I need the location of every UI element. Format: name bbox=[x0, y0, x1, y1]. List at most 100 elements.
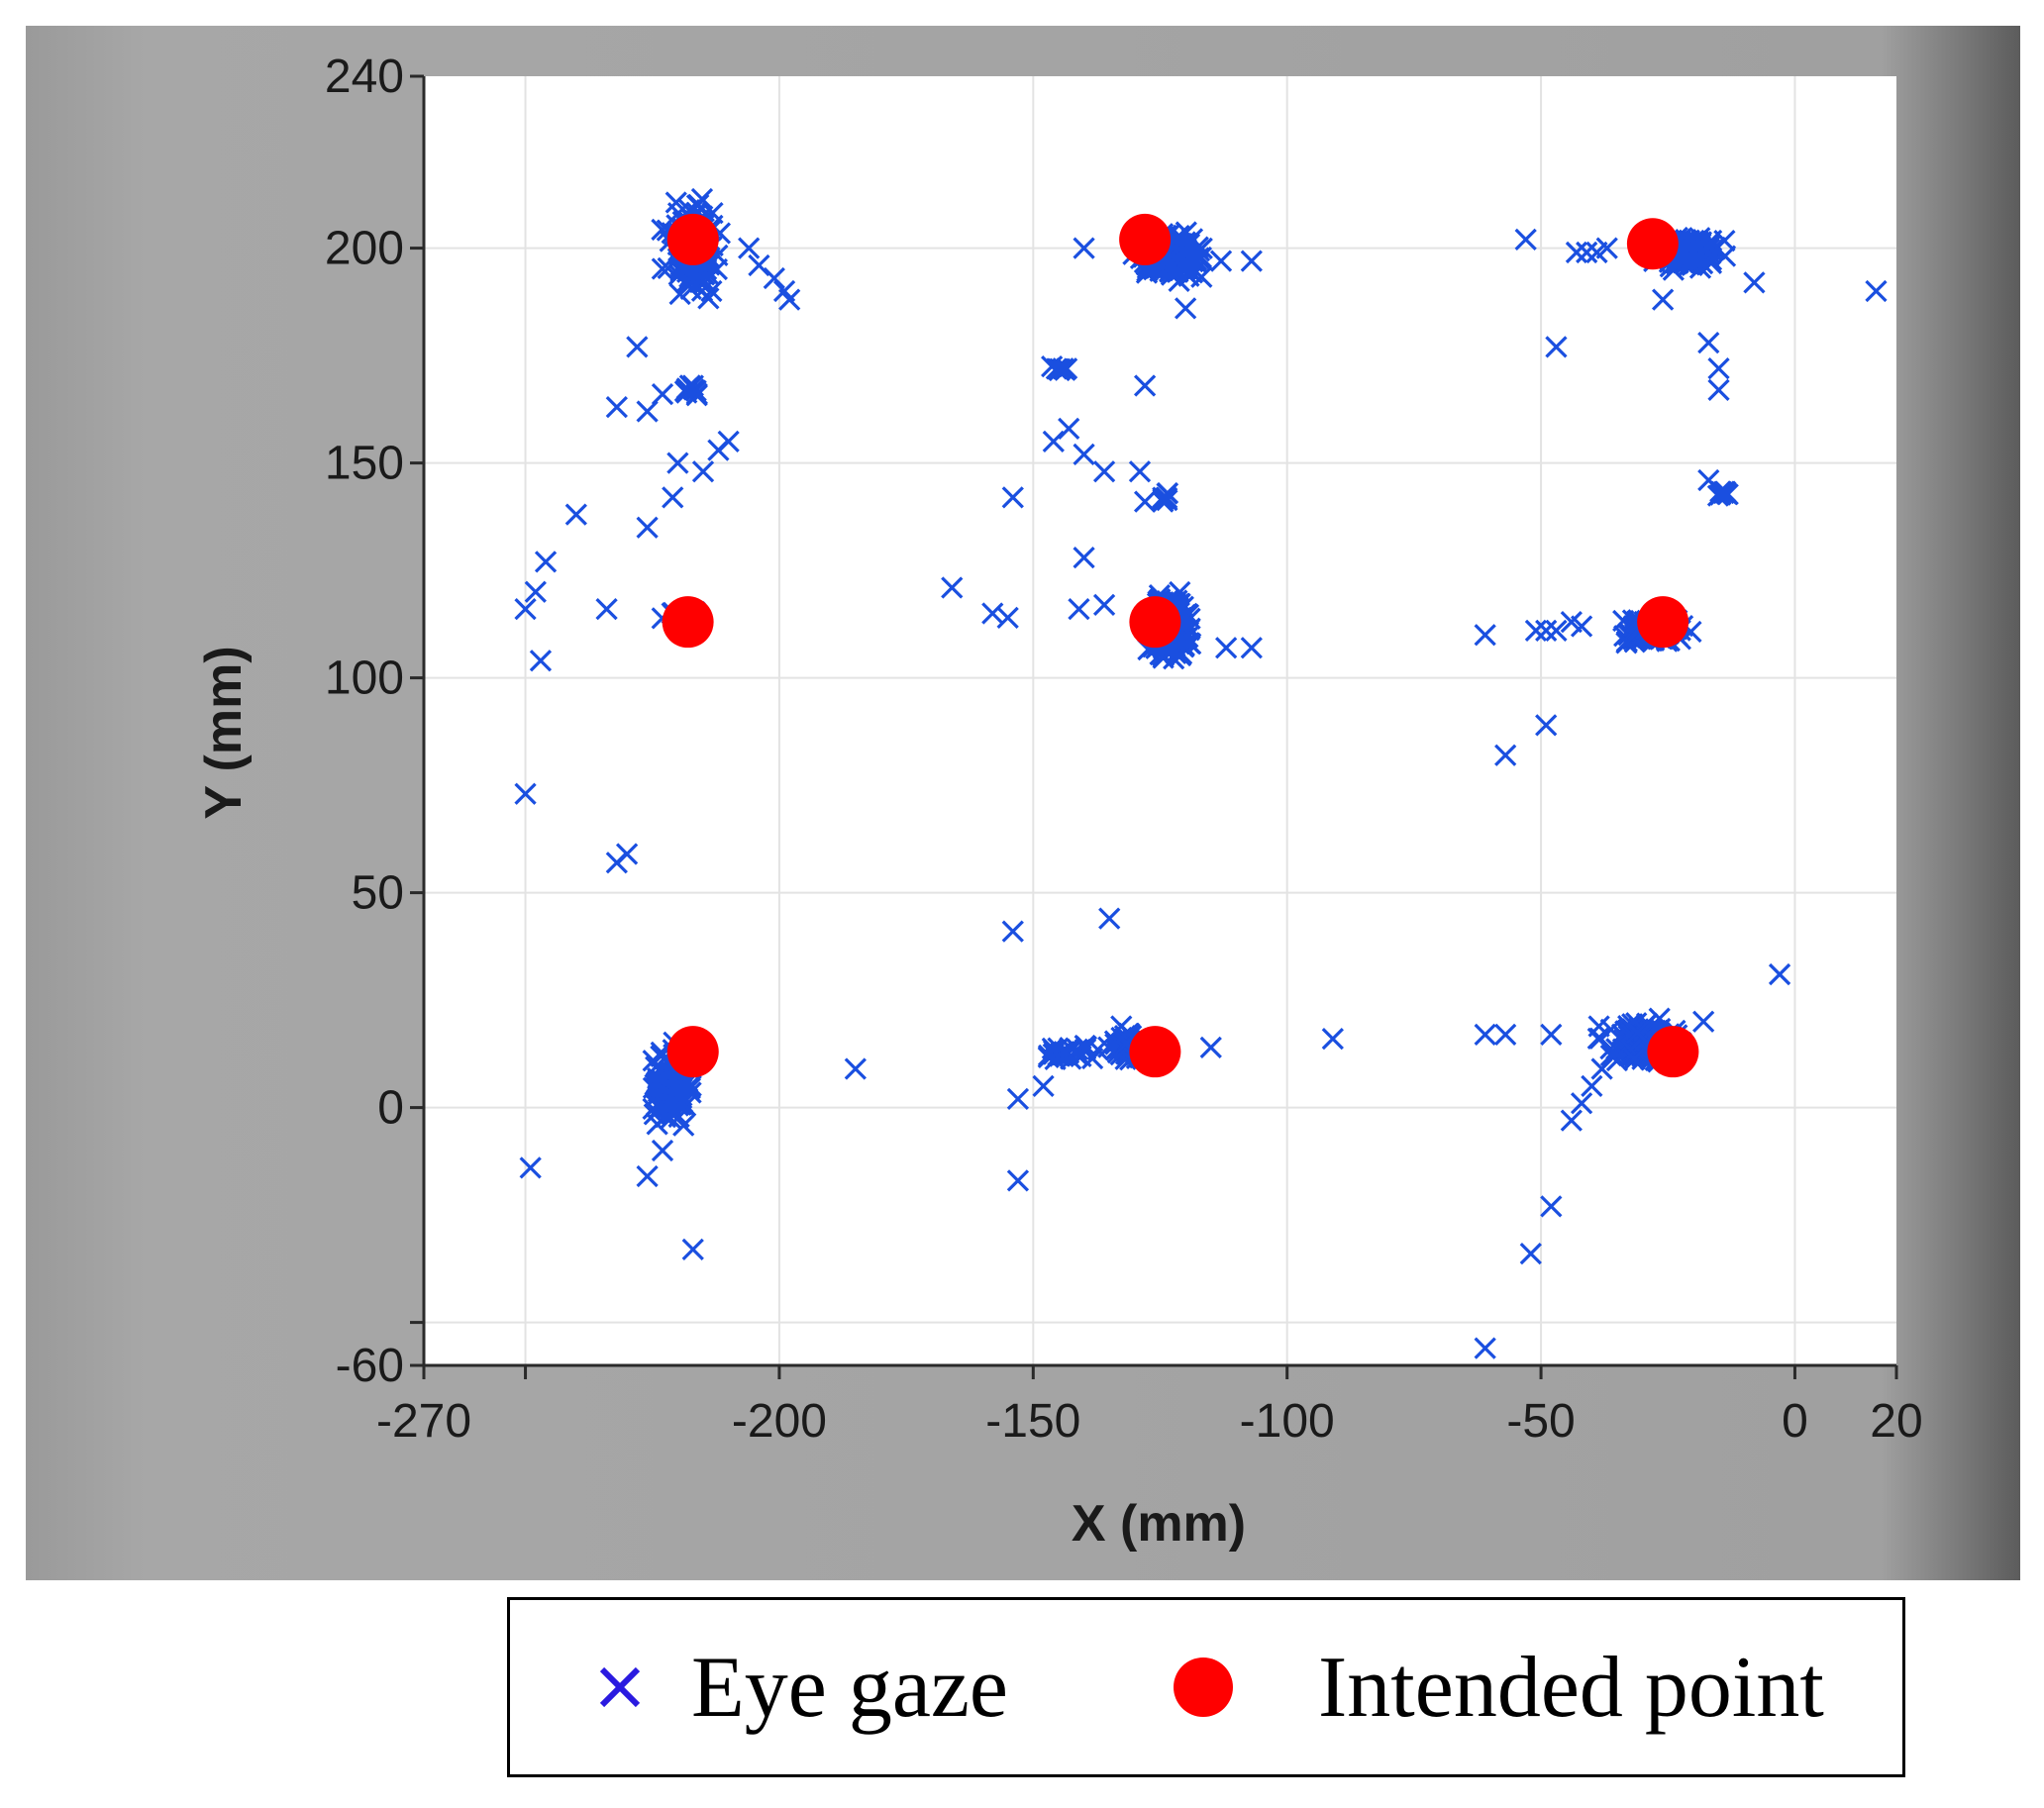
y-tick-label: 0 bbox=[377, 1082, 404, 1135]
y-tick-label: 240 bbox=[325, 50, 404, 103]
intended-point bbox=[662, 596, 714, 649]
x-tick-label: -150 bbox=[985, 1395, 1080, 1448]
eye-gaze-point bbox=[1474, 1023, 1496, 1046]
eye-gaze-point bbox=[1068, 598, 1090, 621]
y-tick-label: 200 bbox=[325, 223, 404, 275]
x-axis-title: X (mm) bbox=[1072, 1495, 1246, 1553]
eye-gaze-point bbox=[1545, 336, 1568, 358]
eye-gaze-point bbox=[1540, 1023, 1563, 1046]
eye-gaze-point bbox=[1623, 1048, 1646, 1070]
eye-gaze-point bbox=[1074, 1035, 1098, 1058]
eye-gaze-point bbox=[1707, 356, 1730, 380]
plot-area bbox=[424, 76, 1896, 1365]
intended-point bbox=[1129, 1026, 1181, 1078]
eye-gaze-point bbox=[668, 282, 691, 306]
eye-gaze-point bbox=[1743, 271, 1766, 294]
eye-gaze-point bbox=[1768, 962, 1791, 986]
eye-gaze-point bbox=[1581, 1074, 1603, 1098]
eye-gaze-point bbox=[717, 430, 740, 453]
intended-point bbox=[1626, 218, 1679, 270]
intended-point bbox=[666, 1026, 719, 1078]
eye-gaze-point bbox=[636, 1164, 659, 1188]
eye-gaze-point bbox=[1494, 1023, 1517, 1046]
x-tick-label: -100 bbox=[1240, 1395, 1335, 1448]
eye-gaze-point bbox=[1044, 1048, 1067, 1071]
eye-gaze-point bbox=[1058, 417, 1080, 441]
eye-gaze-point bbox=[1474, 624, 1496, 647]
eye-gaze-point bbox=[595, 598, 618, 621]
eye-gaze-point bbox=[1006, 1087, 1030, 1111]
eye-gaze-point bbox=[636, 516, 659, 539]
x-tick-label: -200 bbox=[732, 1395, 827, 1448]
eye-gaze-point bbox=[655, 1096, 677, 1119]
eye-gaze-point bbox=[1535, 714, 1558, 737]
intended-point-series bbox=[662, 213, 1699, 1078]
eye-gaze-point bbox=[1006, 1169, 1030, 1192]
eye-gaze-point bbox=[534, 551, 558, 573]
eye-gaze-point bbox=[647, 1080, 670, 1103]
x-marker-icon bbox=[599, 1666, 641, 1708]
y-tick-label: 100 bbox=[325, 653, 404, 705]
eye-gaze-point bbox=[981, 602, 1004, 625]
legend-label-eye-gaze: Eye gaze bbox=[691, 1639, 1008, 1736]
eye-gaze-point bbox=[1001, 486, 1024, 509]
intended-point bbox=[1119, 213, 1172, 265]
eye-gaze-point bbox=[514, 598, 537, 621]
legend: Eye gaze Intended point bbox=[507, 1597, 1905, 1777]
eye-gaze-point bbox=[1128, 460, 1152, 483]
eye-gaze-point bbox=[666, 452, 689, 474]
eye-gaze-point bbox=[1682, 239, 1704, 261]
eye-gaze-point bbox=[1632, 1019, 1656, 1042]
y-tick-label: -60 bbox=[336, 1340, 404, 1392]
eye-gaze-point bbox=[1042, 430, 1065, 453]
eye-gaze-point bbox=[685, 194, 709, 217]
axes bbox=[410, 74, 1898, 1379]
eye-gaze-point bbox=[1540, 1195, 1563, 1218]
eye-gaze-point bbox=[667, 1078, 690, 1101]
eye-gaze-point bbox=[1092, 460, 1116, 483]
eye-gaze-point bbox=[1713, 245, 1737, 267]
eye-gaze-point bbox=[1692, 1010, 1715, 1033]
eye-gaze-point bbox=[1697, 331, 1720, 354]
plot-background bbox=[424, 76, 1896, 1365]
eye-gaze-point bbox=[1514, 228, 1537, 251]
eye-gaze-point bbox=[1651, 288, 1675, 311]
legend-entry-eye-gaze: Eye gaze bbox=[594, 1600, 1008, 1774]
eye-gaze-point bbox=[1545, 619, 1568, 642]
intended-point bbox=[666, 213, 719, 265]
eye-gaze-point bbox=[1474, 1337, 1496, 1359]
eye-gaze-point bbox=[748, 253, 770, 277]
eye-gaze-point bbox=[1166, 257, 1188, 280]
eye-gaze-point bbox=[996, 606, 1019, 629]
eye-gaze-point bbox=[651, 1139, 674, 1162]
eye-gaze-point bbox=[1595, 237, 1618, 259]
eye-gaze-point bbox=[1615, 632, 1638, 654]
eye-gaze-point bbox=[524, 580, 547, 603]
eye-gaze-point bbox=[1565, 241, 1588, 264]
eye-gaze-point bbox=[1057, 1042, 1079, 1064]
x-tick-label: 0 bbox=[1782, 1395, 1808, 1448]
eye-gaze-point bbox=[1535, 619, 1558, 642]
y-tick-label: 150 bbox=[325, 438, 404, 490]
eye-gaze-point bbox=[1576, 241, 1598, 264]
eye-gaze-point bbox=[1240, 637, 1263, 659]
y-tick-label: 50 bbox=[352, 867, 404, 920]
eye-gaze-point bbox=[1685, 232, 1707, 254]
eye-gaze-point bbox=[605, 396, 628, 419]
eye-gaze-point bbox=[1073, 546, 1095, 569]
eye-gaze-point bbox=[615, 843, 639, 865]
x-tick-label: -270 bbox=[376, 1395, 471, 1448]
eye-gaze-point bbox=[691, 460, 715, 483]
x-tick-label: 20 bbox=[1870, 1395, 1922, 1448]
eye-gaze-point bbox=[844, 1057, 867, 1080]
dot-marker-icon bbox=[1174, 1657, 1233, 1717]
intended-point bbox=[1129, 596, 1181, 649]
eye-gaze-point bbox=[1590, 1057, 1613, 1080]
y-axis-title: Y (mm) bbox=[195, 646, 253, 819]
eye-gaze-point bbox=[1098, 907, 1121, 930]
eye-gaze-point bbox=[1199, 1036, 1222, 1058]
eye-gaze-point bbox=[1080, 1047, 1104, 1070]
eye-gaze-point bbox=[564, 503, 587, 526]
eye-gaze-point bbox=[645, 1071, 668, 1094]
scatter-plot: 240 200 150 100 50 0 -60-270 -200 -150 -100 -50 0 20… bbox=[195, 50, 1923, 1553]
